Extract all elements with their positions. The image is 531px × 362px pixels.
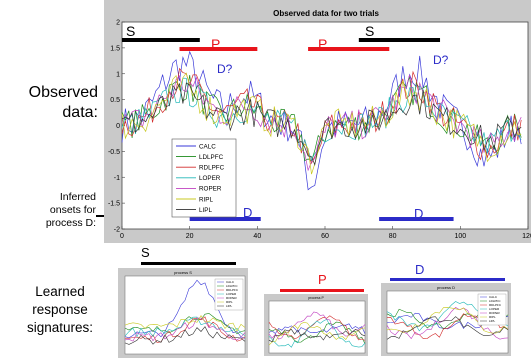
signature-legend-entry: LDLPFC: [226, 284, 238, 288]
y-tick-label: -1: [114, 175, 120, 182]
signature-p-bar: [280, 289, 364, 292]
signature-d-title: process D: [437, 285, 455, 290]
marker-label-p1: P: [211, 36, 220, 52]
signature-legend-entry: LIPL: [226, 304, 233, 308]
signature-legend-entry: LOPER: [489, 307, 500, 311]
signature-legend-entry: ROPER: [489, 311, 501, 315]
signature-legend-entry: LDLPFC: [489, 299, 501, 303]
signature-line: [268, 319, 366, 348]
signature-legend-box: [214, 278, 244, 311]
series-line-calc: [121, 50, 522, 191]
signature-legend-entry: LIPL: [489, 319, 496, 323]
series-line-lipl: [121, 82, 522, 166]
signature-legend-entry: RIPL: [489, 315, 496, 319]
marker-label-dbar1: D: [243, 205, 252, 220]
x-tick-label: 120: [522, 233, 531, 240]
signature-p-label: P: [318, 272, 327, 287]
legend-entry: ROPER: [199, 186, 222, 193]
marker-label-p2: P: [318, 36, 327, 52]
signature-line: [124, 317, 246, 342]
chart-title: Observed data for two trials: [273, 9, 379, 18]
marker-label-dbar2: D: [414, 206, 423, 221]
signature-legend-entry: CALC: [489, 295, 498, 299]
x-tick-label: 40: [253, 233, 261, 240]
signature-line: [386, 307, 509, 334]
signature-d-chart: process D CALCLDLPFCRDLPFCLOPERROPERRIPL…: [381, 283, 511, 356]
legend-entry: LIPL: [199, 207, 212, 214]
y-tick-label: -0.5: [108, 149, 120, 156]
learned-label-line1: Learned: [35, 284, 85, 299]
signature-line: [268, 311, 366, 340]
y-tick-label: 2: [116, 20, 120, 27]
observed-label-line1: Observed: [28, 84, 98, 101]
inferred-onsets-label: Inferred onsets for process D:: [6, 191, 96, 230]
legend-entry: CALC: [199, 143, 216, 150]
signature-legend-entry: RDLPFC: [489, 303, 502, 307]
y-tick-label: 1: [116, 71, 120, 78]
legend-entry: LDLPFC: [199, 154, 224, 161]
marker-label-d2: D?: [433, 53, 449, 67]
interval-bar-p: [308, 47, 390, 51]
observed-data-label: Observed data:: [22, 83, 98, 123]
observed-label-line2: data:: [62, 104, 98, 121]
signature-s-group: S process S CALC LDLPFC RDLPFC LOPER ROPER RI…: [118, 244, 248, 358]
x-tick-label: 100: [454, 233, 466, 240]
y-tick-label: 1.5: [110, 45, 120, 52]
signature-legend-entry: RIPL: [226, 300, 233, 304]
x-tick-label: 60: [321, 233, 329, 240]
chart-legend: CALC LDLPFC RDLPFC LOPER ROPER RIPL LIPL: [171, 138, 237, 218]
interval-bar-d: [189, 217, 261, 221]
signature-legend-entry: RDLPFC: [226, 288, 239, 292]
learned-signatures-label: Learned response signatures:: [10, 283, 110, 337]
signature-s-bar: [141, 262, 236, 265]
marker-label-s1: S: [126, 23, 135, 39]
y-tick-label: 0: [116, 123, 120, 130]
signature-line: [124, 326, 246, 345]
inferred-label-line3: process D:: [45, 217, 96, 229]
signature-p-group: P process P: [264, 272, 368, 356]
signature-d-group: D process D CALC LDLPFC RDLPFC LOPER ROPER RI…: [381, 262, 511, 356]
marker-label-s2: S: [365, 23, 374, 39]
signature-line: [386, 316, 509, 340]
y-tick-label: 0.5: [110, 97, 120, 104]
signature-d-bar: [390, 278, 505, 281]
legend-entry: RIPL: [199, 196, 213, 203]
observed-data-chart: Observed data for two trials 0 20 40 60 80 10…: [104, 0, 531, 243]
learned-label-line3: signatures:: [26, 320, 94, 335]
signature-legend-box: [477, 293, 507, 326]
series-line-ripl: [121, 72, 522, 175]
signature-line: [386, 307, 509, 340]
interval-bar-d: [379, 217, 454, 221]
y-tick-label: -2: [114, 227, 120, 234]
signature-line: [268, 329, 366, 343]
learned-label-line2: response: [32, 302, 88, 317]
signature-p-chart: process P: [264, 294, 368, 356]
interval-bar-s: [122, 38, 200, 42]
signature-line: [268, 323, 366, 334]
signature-legend-entry: CALC: [226, 280, 235, 284]
signature-s-title: process S: [174, 270, 192, 275]
interval-bar-p: [179, 47, 258, 51]
signature-p-title: process P: [308, 296, 324, 300]
x-tick-label: 0: [120, 233, 124, 240]
inferred-label-line2: onsets for: [49, 204, 96, 216]
legend-entry: RDLPFC: [199, 165, 225, 172]
y-tick-label: -1.5: [108, 201, 120, 208]
signature-legend-entry: LOPER: [226, 292, 237, 296]
legend-entry: LOPER: [199, 175, 221, 182]
x-tick-label: 80: [389, 233, 397, 240]
signature-s-chart: process S CALCLDLPFCRDLPFCLOPERROPERRIPL…: [118, 268, 248, 358]
inferred-label-line1: Inferred: [59, 191, 96, 203]
signature-legend-entry: ROPER: [226, 296, 238, 300]
x-tick-label: 20: [186, 233, 194, 240]
interval-bar-s: [358, 38, 441, 42]
series-line-ldlpfc: [121, 74, 522, 162]
signature-s-label: S: [141, 245, 150, 260]
signature-line: [124, 315, 246, 332]
marker-label-d1: D?: [217, 62, 233, 76]
signature-d-label: D: [415, 262, 425, 277]
signature-p-plot: [268, 300, 366, 354]
